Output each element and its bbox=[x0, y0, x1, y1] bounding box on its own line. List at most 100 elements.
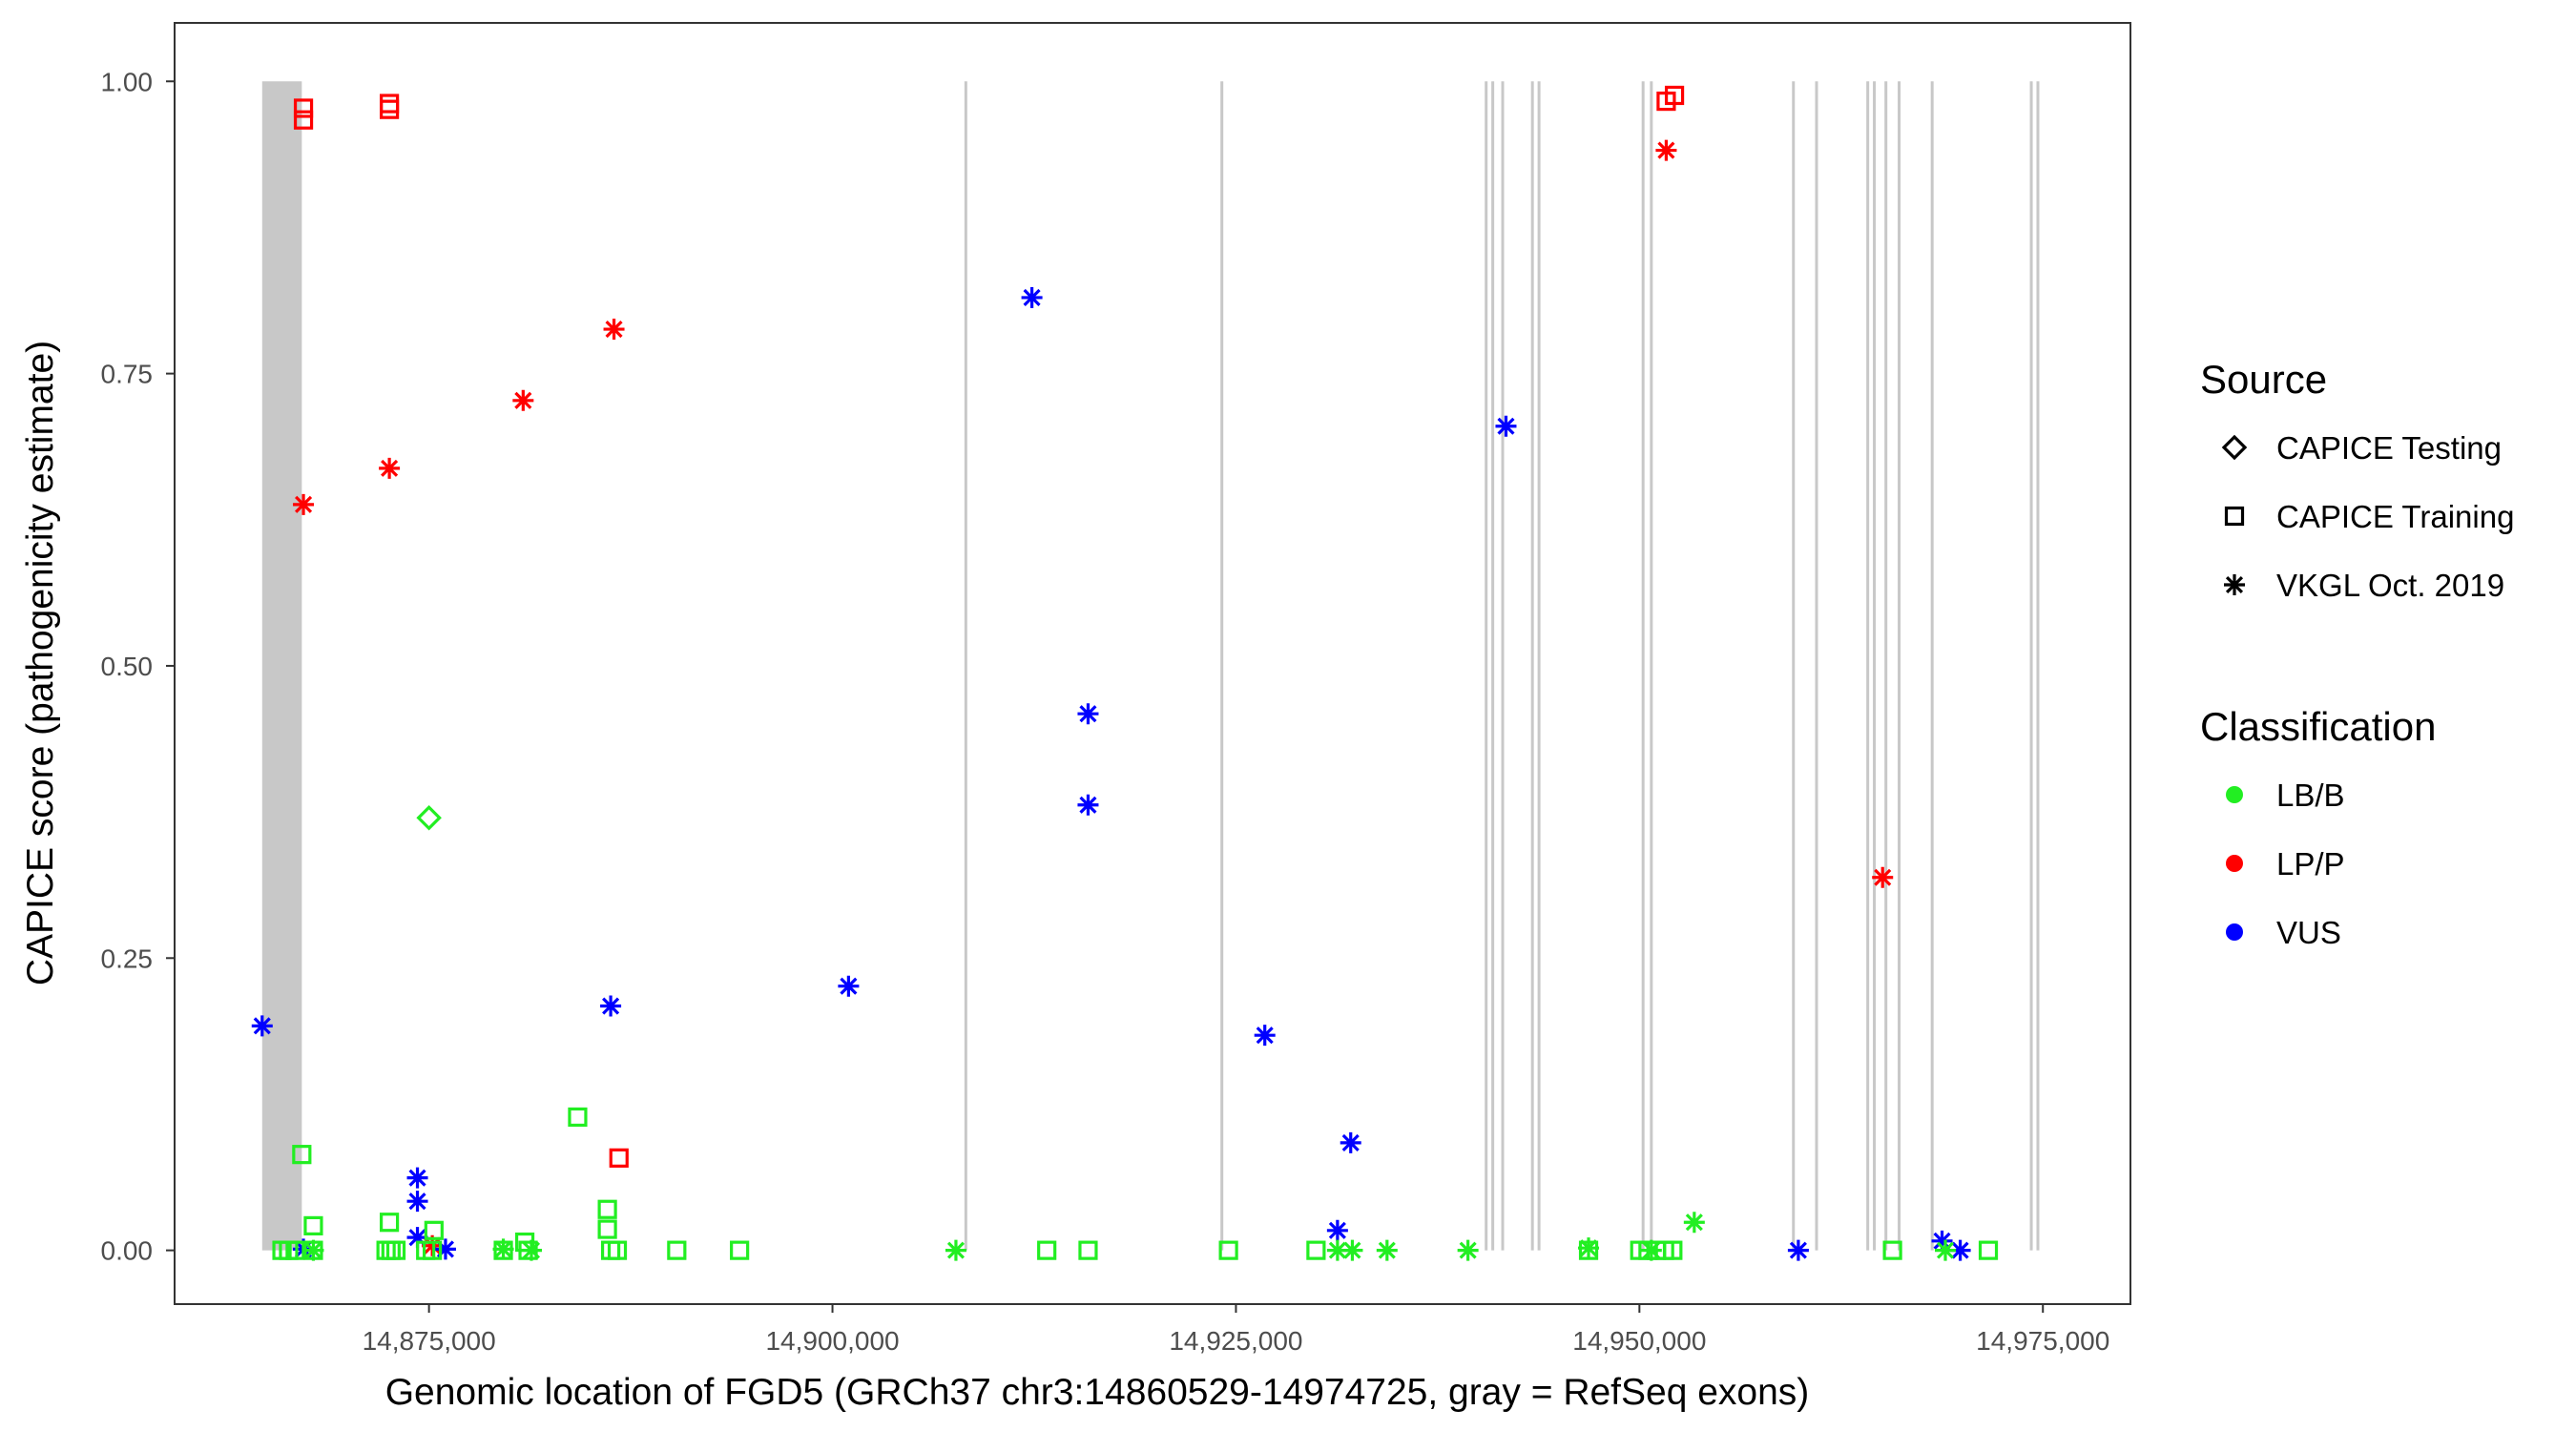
data-point bbox=[406, 1227, 428, 1249]
data-point bbox=[493, 1240, 513, 1260]
legend-source-key bbox=[2221, 434, 2248, 461]
data-point bbox=[434, 1238, 456, 1260]
square-marker bbox=[303, 1215, 323, 1236]
asterisk-marker bbox=[1077, 794, 1099, 816]
legend-class-label: LB/B bbox=[2276, 778, 2345, 813]
legend-class-label: LP/P bbox=[2276, 846, 2345, 881]
data-point bbox=[302, 1239, 324, 1261]
data-point bbox=[379, 457, 401, 479]
square-marker bbox=[379, 1213, 400, 1233]
data-point bbox=[1077, 703, 1099, 725]
square-marker bbox=[292, 1145, 312, 1165]
data-point bbox=[1341, 1239, 1363, 1261]
asterisk-marker bbox=[1640, 1239, 1662, 1261]
x-tick-label: 14,925,000 bbox=[1169, 1326, 1302, 1356]
y-tick-label: 0.00 bbox=[101, 1236, 154, 1266]
square-marker bbox=[1306, 1240, 1326, 1260]
asterisk-marker bbox=[1495, 415, 1517, 437]
square-marker bbox=[568, 1107, 588, 1128]
data-point bbox=[1254, 1025, 1276, 1047]
data-point bbox=[1326, 1239, 1348, 1261]
x-tick-label: 14,975,000 bbox=[1976, 1326, 2109, 1356]
data-point bbox=[293, 110, 314, 130]
data-point bbox=[1949, 1239, 1971, 1261]
data-point bbox=[1457, 1239, 1479, 1261]
asterisk-marker bbox=[406, 1191, 428, 1213]
asterisk-marker bbox=[1872, 866, 1894, 888]
exon-band bbox=[1866, 81, 1870, 1251]
legend-class-dot bbox=[2226, 786, 2243, 803]
exon-band bbox=[1815, 81, 1818, 1251]
data-point bbox=[416, 804, 442, 831]
data-point bbox=[1640, 1239, 1662, 1261]
data-point bbox=[607, 1240, 628, 1260]
data-point bbox=[293, 493, 315, 515]
data-point bbox=[609, 1148, 629, 1168]
square-marker bbox=[597, 1199, 617, 1219]
asterisk-marker bbox=[379, 457, 401, 479]
data-point bbox=[1218, 1240, 1238, 1260]
data-point bbox=[1882, 1240, 1902, 1260]
data-point bbox=[1376, 1239, 1398, 1261]
data-point bbox=[303, 1215, 323, 1236]
square-marker bbox=[385, 1240, 406, 1260]
exon-band bbox=[2036, 81, 2040, 1251]
data-point bbox=[1078, 1240, 1098, 1260]
square-marker bbox=[379, 99, 400, 119]
data-point bbox=[730, 1240, 750, 1260]
asterisk-marker bbox=[1457, 1239, 1479, 1261]
legend-class-dot bbox=[2226, 923, 2243, 941]
exon-band bbox=[1641, 81, 1645, 1251]
data-point bbox=[512, 389, 534, 411]
exon-band bbox=[1220, 81, 1224, 1251]
data-point bbox=[1655, 139, 1677, 161]
data-point bbox=[423, 1240, 443, 1260]
exon-band bbox=[1792, 81, 1796, 1251]
data-point bbox=[945, 1239, 966, 1261]
asterisk-marker bbox=[1077, 703, 1099, 725]
data-point bbox=[379, 99, 400, 119]
square-marker bbox=[1078, 1240, 1098, 1260]
data-point bbox=[1021, 286, 1043, 308]
asterisk-marker bbox=[600, 995, 622, 1017]
legend-classification-title: Classification bbox=[2200, 704, 2436, 749]
square-marker bbox=[518, 1240, 538, 1260]
y-axis: 0.00 0.25 0.50 0.75 1.00 bbox=[101, 67, 175, 1266]
data-point bbox=[1077, 794, 1099, 816]
diamond-marker bbox=[416, 804, 442, 831]
data-point bbox=[385, 1240, 406, 1260]
asterisk-marker bbox=[434, 1238, 456, 1260]
y-tick-label: 0.50 bbox=[101, 652, 154, 681]
asterisk-marker bbox=[251, 1015, 273, 1037]
data-point bbox=[603, 319, 625, 341]
legend-class-dot bbox=[2226, 855, 2243, 872]
data-point bbox=[1306, 1240, 1326, 1260]
data-point bbox=[600, 995, 622, 1017]
data-point bbox=[597, 1219, 617, 1239]
data-point bbox=[1495, 415, 1517, 437]
y-tick-label: 1.00 bbox=[101, 67, 154, 96]
data-point bbox=[424, 1220, 444, 1240]
asterisk-marker bbox=[1376, 1239, 1398, 1261]
asterisk-marker bbox=[945, 1239, 966, 1261]
square-marker bbox=[1882, 1240, 1902, 1260]
legend-source-label: CAPICE Testing bbox=[2276, 430, 2502, 466]
data-point bbox=[292, 1145, 312, 1165]
asterisk-marker bbox=[512, 389, 534, 411]
data-point bbox=[1931, 1230, 1953, 1252]
data-point bbox=[1978, 1240, 1999, 1260]
data-point bbox=[1578, 1237, 1600, 1259]
exon-layer bbox=[261, 81, 2040, 1251]
data-point bbox=[406, 1167, 428, 1189]
x-tick-label: 14,900,000 bbox=[765, 1326, 899, 1356]
square-marker bbox=[293, 110, 314, 130]
asterisk-marker bbox=[1326, 1219, 1348, 1241]
asterisk-marker bbox=[1326, 1239, 1348, 1261]
exon-band bbox=[1530, 81, 1534, 1251]
exon-band bbox=[1537, 81, 1541, 1251]
data-point bbox=[492, 1238, 514, 1260]
asterisk-marker bbox=[2224, 574, 2245, 595]
exon-band bbox=[964, 81, 967, 1251]
y-tick-label: 0.75 bbox=[101, 360, 154, 389]
